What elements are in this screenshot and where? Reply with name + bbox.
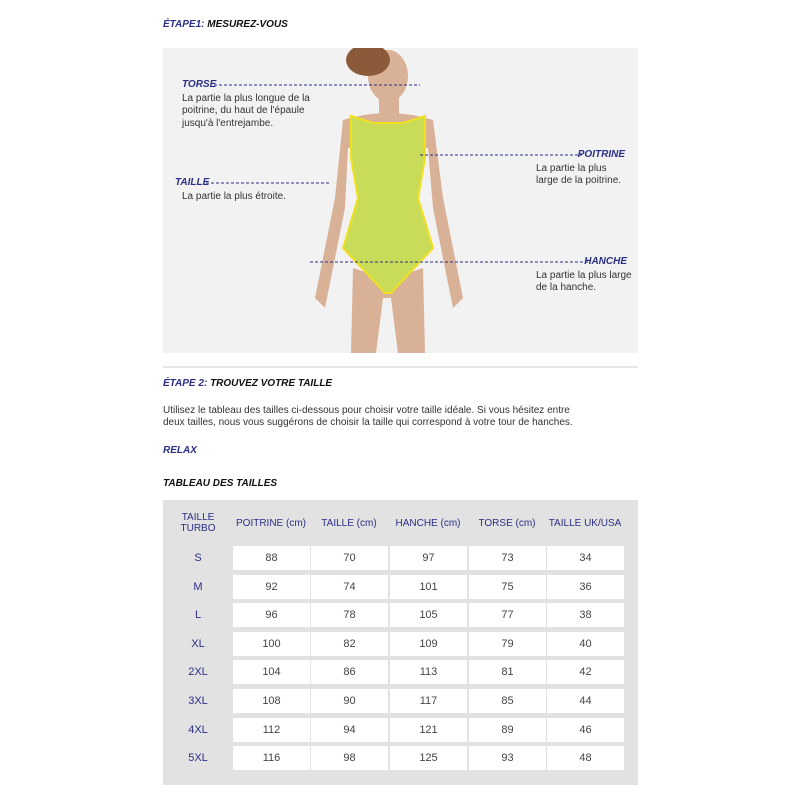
table-cell: 79 [469,631,546,656]
annotation-text: large de la poitrine. [536,175,622,187]
table-header: TAILLE (cm) [321,517,377,529]
step1-label: ÉTAPE1: [163,19,205,30]
table-cell: 92 [233,574,310,599]
table-cell: 44 [547,689,624,713]
table-cell: 125 [390,746,467,771]
table-cell: 97 [390,546,467,570]
table-cell: 88 [233,546,310,570]
step2-label: ÉTAPE 2: [163,378,208,389]
table-cell: 90 [311,689,388,713]
table-cell: 85 [469,689,546,713]
table-cell: 108 [233,689,310,713]
annotation-text: La partie la plus large [536,270,632,281]
table-cell: 98 [311,746,388,771]
table-cell: 34 [547,546,624,570]
table-cell: 121 [390,717,467,742]
relax: RELAX [163,445,197,456]
annotation-text: de la hanche. [536,282,597,294]
table-header: TAILLE UK/USA [548,517,622,529]
size-label: 3XL [188,695,208,707]
table-cell: 100 [233,631,310,656]
table-cell: 93 [469,746,546,771]
annotation-title: TORSE [182,79,217,90]
annotation-text: poitrine, du haut de l'épaule [182,105,305,117]
step2-line: deux tailles, nous vous suggérons de cho… [163,417,573,428]
table-cell: 96 [233,603,310,628]
table-header: HANCHE (cm) [395,517,461,529]
table-cell: 86 [311,660,388,685]
table-cell: 101 [390,574,467,599]
annotation-title: HANCHE [584,256,627,267]
annotation-text: La partie la plus longue de la [182,93,310,104]
table-cell: 40 [547,631,624,656]
table-cell: 105 [390,603,467,628]
photo-area [163,48,638,353]
table-header: POITRINE (cm) [236,517,306,529]
step1-heading: ÉTAPE1: MESUREZ-VOUS [163,19,288,31]
step2-heading: ÉTAPE 2: TROUVEZ VOTRE TAILLE [163,378,332,390]
table-cell: 116 [233,746,310,771]
table-cell: 38 [547,603,624,628]
step2-title: TROUVEZ VOTRE TAILLE [210,378,333,389]
table-cell: 94 [311,717,388,742]
step1-title: MESUREZ-VOUS [207,19,288,30]
table-header: TORSE (cm) [478,517,536,529]
size-label: S [194,552,202,564]
table-cell: 36 [547,574,624,599]
table-cell: 70 [311,546,388,570]
table-cell: 74 [311,574,388,599]
size-label: XL [191,637,205,650]
table-cell: 46 [547,717,624,742]
step2-line: Utilisez le tableau des tailles ci-desso… [163,405,570,416]
annotation-text: La partie la plus [536,163,607,174]
table-cell: 81 [469,660,546,685]
table-cell: 104 [233,660,310,685]
table-header: TAILLE TURBO [180,512,216,534]
table-cell: 109 [390,631,467,656]
table-cell: 113 [390,660,467,685]
size-table: TAILLE TURBO POITRINE (cm) TAILLE (cm) HANC… [163,500,638,785]
annotation-title: TAILLE [175,177,210,188]
size-label: 4XL [188,723,208,736]
annotation-text: jusqu'à l'entrejambe. [182,117,274,129]
table-cell: 77 [469,603,546,628]
table-cell: 117 [390,689,467,713]
table-cell: 82 [311,631,388,656]
table-cell: 89 [469,717,546,742]
table-cell: 78 [311,603,388,628]
size-label: 5XL [188,752,208,765]
table-cell: 42 [547,660,624,685]
size-label: 2XL [188,666,208,679]
annotation-title: POITRINE [577,149,625,160]
table-title: TABLEAU DES TAILLES [163,478,278,489]
size-label: L [194,609,202,622]
table-cell: 112 [233,717,310,742]
table-cell: 75 [469,574,546,599]
size-label: M [193,580,203,593]
annotation-text: La partie la plus étroite. [182,191,286,202]
table-cell: 73 [469,546,546,570]
table-cell: 48 [547,746,624,771]
